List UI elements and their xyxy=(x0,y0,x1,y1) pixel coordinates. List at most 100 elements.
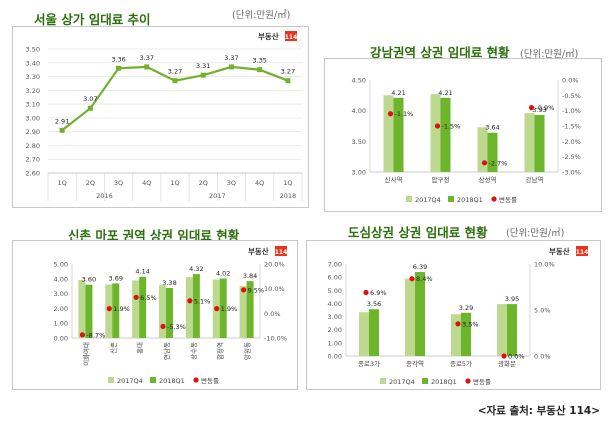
seoul-data-label: 3.36 xyxy=(111,55,125,63)
sinchon-change-label: 6.5% xyxy=(140,294,157,302)
sinchon-change-dot xyxy=(106,306,112,312)
sinchon-legend-change: 변동률 xyxy=(201,377,219,385)
sinchon-category-label: 합정역 xyxy=(216,342,225,360)
seoul-data-point xyxy=(285,78,291,84)
dosim-change-dot xyxy=(363,289,369,296)
sinchon-bar-2018q1 xyxy=(166,287,173,338)
sinchon-bar-value-label: 4.32 xyxy=(189,265,203,273)
seoul-data-label: 2.91 xyxy=(55,117,69,125)
seoul-data-label: 3.37 xyxy=(140,54,154,62)
seoul-data-point xyxy=(200,72,206,78)
dosim-bar-2017q4 xyxy=(451,314,461,356)
sinchon-bar-value-label: 4.02 xyxy=(216,270,230,278)
dosim-change-dot xyxy=(455,321,461,327)
sinchon-change-dot xyxy=(160,323,166,330)
seoul-ytick-label: 2.90 xyxy=(26,128,40,136)
sinchon-legend-swatch-2018q1 xyxy=(150,377,156,383)
dosim-change-dot xyxy=(409,276,415,282)
sinchon-category-label: 망원동 xyxy=(243,342,252,360)
chart-title-gangnam: 강남권역 상권 임대료 현황 xyxy=(370,45,510,60)
dosim-ytick-label: 4.00 xyxy=(328,300,342,308)
panel-dosim xyxy=(306,240,601,390)
seoul-ytick-label: 2.60 xyxy=(26,170,40,178)
gangnam-bar-2017q4 xyxy=(383,95,394,172)
sinchon-bar-2018q1 xyxy=(112,283,120,338)
sinchon-bar-2018q1 xyxy=(219,278,227,338)
gangnam-y2tick-label: -3.0% xyxy=(562,169,581,177)
sinchon-legend-swatch-2017q4 xyxy=(108,377,114,383)
dosim-category-label: 종로3가 xyxy=(358,359,380,368)
gangnam-ytick-label: 4.50 xyxy=(352,77,366,85)
dosim-category-label: 종각역 xyxy=(406,359,424,368)
sinchon-change-dot xyxy=(240,287,247,293)
sinchon-legend-2018q1: 2018Q1 xyxy=(159,377,185,385)
seoul-xtick-label: 2Q xyxy=(199,179,208,187)
sinchon-change-label: -8.7% xyxy=(86,331,105,339)
gangnam-bar-2018q1 xyxy=(393,97,404,172)
sinchon-category-label: 신촌 xyxy=(108,342,117,354)
gangnam-bar-value-label: 4.21 xyxy=(391,89,405,97)
sinchon-ytick-label: 0.00 xyxy=(54,335,68,343)
gangnam-bar-2018q1 xyxy=(534,114,545,172)
dosim-category-label: 광화문 xyxy=(498,360,516,368)
seoul-xtick-label: 3Q xyxy=(227,179,236,187)
seoul-logo-text: 부동산 xyxy=(258,31,279,41)
seoul-logo-badge-box xyxy=(285,31,297,41)
sinchon-category-label: 이화여대 xyxy=(81,342,90,366)
sinchon-ytick-label: 4.00 xyxy=(54,275,68,283)
seoul-data-point xyxy=(59,127,65,133)
sinchon-change-label: 5.1% xyxy=(194,297,211,305)
sinchon-bar-2017q4 xyxy=(105,284,113,338)
sinchon-change-dot xyxy=(79,332,86,338)
gangnam-legend-swatch-2017q4 xyxy=(406,196,412,202)
sinchon-category-label: 홍대 xyxy=(135,342,144,354)
seoul-xtick-label: 1Q xyxy=(57,179,66,187)
seoul-data-point xyxy=(257,67,263,73)
gangnam-ytick-label: 3.50 xyxy=(352,138,366,146)
gangnam-bar-2018q1 xyxy=(440,97,451,172)
sinchon-bar-2017q4 xyxy=(78,279,86,338)
sinchon-logo-text: 부동산 xyxy=(248,246,269,256)
seoul-ytick-label: 2.70 xyxy=(26,156,40,164)
panel-gangnam xyxy=(324,58,602,212)
dosim-ytick-label: 5.00 xyxy=(328,287,342,295)
gangnam-bar-value-label: 3.93 xyxy=(532,106,546,114)
seoul-data-label: 3.35 xyxy=(252,57,266,65)
dosim-logo-badge: 114 xyxy=(576,249,589,256)
dosim-bar-2017q4 xyxy=(497,304,507,356)
gangnam-y2tick-label: -1.5% xyxy=(562,123,581,131)
sinchon-change-dot xyxy=(187,298,193,304)
gangnam-bar-value-label: 4.21 xyxy=(438,89,452,97)
gangnam-legend-2018q1: 2018Q1 xyxy=(457,196,483,204)
unit-label-seoul: (단위:만원/㎡) xyxy=(232,10,291,21)
sinchon-change-dot xyxy=(133,294,139,300)
chart-title-sinchon: 신촌 마포 권역 상권 임대료 현황 xyxy=(68,228,240,243)
sinchon-ytick-label: 3.00 xyxy=(54,290,68,298)
gangnam-change-dot xyxy=(387,111,394,117)
seoul-data-point xyxy=(144,64,150,70)
dosim-bar-2017q4 xyxy=(405,278,415,356)
seoul-data-point xyxy=(172,78,178,84)
dosim-bar-value-label: 6.39 xyxy=(413,263,427,271)
gangnam-change-label: -1.5% xyxy=(442,123,461,131)
gangnam-legend-swatch-2018q1 xyxy=(448,196,454,202)
unit-label-gangnam: (단위:만원/㎡) xyxy=(520,49,579,60)
seoul-data-label: 3.37 xyxy=(224,54,238,62)
dosim-bar-value-label: 3.95 xyxy=(505,295,519,303)
panel-seoul-trend xyxy=(12,26,309,208)
sinchon-bar-2017q4 xyxy=(132,280,140,338)
seoul-data-point xyxy=(87,105,93,111)
sinchon-legend-swatch-change xyxy=(193,377,199,383)
dosim-bar-value-label: 3.56 xyxy=(367,300,381,308)
sinchon-y2tick-label: 10.0% xyxy=(264,285,285,293)
sinchon-ytick-label: 5.00 xyxy=(54,261,68,269)
dosim-legend-swatch-2017q4 xyxy=(380,378,386,384)
dosim-bar-2018q1 xyxy=(507,304,517,356)
sinchon-bar-2018q1 xyxy=(139,276,147,338)
gangnam-legend-swatch-change xyxy=(491,196,497,202)
sinchon-change-label: 1.9% xyxy=(221,305,238,313)
gangnam-y2tick-label: 0.0% xyxy=(562,77,579,85)
seoul-xtick-label: 3Q xyxy=(114,179,123,187)
gangnam-category-label: 삼성역 xyxy=(479,175,497,184)
dosim-change-label: 3.5% xyxy=(462,320,479,328)
